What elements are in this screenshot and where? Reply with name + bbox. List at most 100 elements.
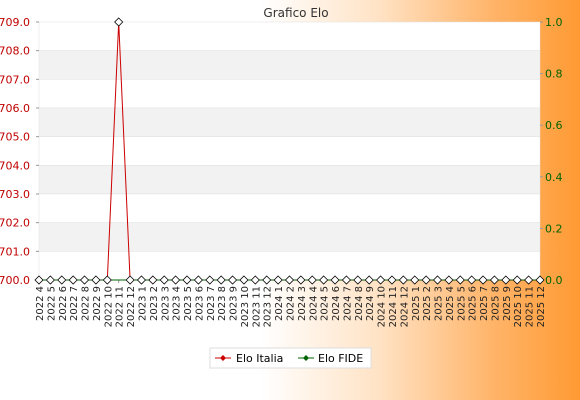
data-point-elo-italia xyxy=(136,275,147,285)
x-tick-label: 2023 1 xyxy=(137,286,148,321)
x-tick-label: 2024 4 xyxy=(308,286,319,321)
y-left-tick-label: 708.0 xyxy=(0,45,30,58)
data-point-elo-italia xyxy=(91,275,101,285)
data-point-elo-italia xyxy=(57,275,67,285)
y-right-tick-label: 0.4 xyxy=(545,171,563,184)
x-tick-label: 2023 11 xyxy=(251,286,262,327)
data-point-elo-italia xyxy=(228,275,238,285)
x-tick-label: 2024 8 xyxy=(354,286,365,321)
data-point-elo-italia xyxy=(535,275,545,285)
x-tick-label: 2024 3 xyxy=(297,286,308,321)
x-tick-label: 2022 9 xyxy=(92,286,103,321)
data-point-elo-italia xyxy=(319,275,329,285)
data-point-elo-italia xyxy=(193,275,203,285)
x-tick-label: 2023 3 xyxy=(160,286,171,321)
data-point-elo-italia xyxy=(262,275,272,285)
x-tick-label: 2025 4 xyxy=(445,286,456,321)
data-point-elo-italia xyxy=(501,275,511,285)
x-tick-label: 2022 6 xyxy=(58,286,69,321)
data-point-elo-italia xyxy=(478,275,488,285)
data-point-elo-italia xyxy=(330,275,340,285)
grid-band xyxy=(38,222,541,252)
grid-band xyxy=(38,165,541,195)
y-left-tick-label: 707.0 xyxy=(0,73,30,86)
legend-item-elo-italia: Elo Italia xyxy=(215,352,283,365)
data-point-elo-italia xyxy=(114,17,124,27)
x-tick-label: 2025 6 xyxy=(468,286,479,321)
x-tick-label: 2022 12 xyxy=(126,286,137,327)
x-tick-label: 2025 8 xyxy=(490,286,501,321)
chart-title: Grafico Elo xyxy=(263,6,328,20)
data-point-elo-italia xyxy=(171,275,181,285)
data-point-elo-italia xyxy=(444,275,454,285)
data-point-elo-italia xyxy=(421,275,431,285)
x-tick-label: 2024 2 xyxy=(286,286,297,321)
legend-label-elo-fide: Elo FIDE xyxy=(318,352,363,365)
x-tick-label: 2025 3 xyxy=(434,286,445,321)
data-point-elo-italia xyxy=(79,275,90,285)
legend-box xyxy=(209,347,372,369)
y-left-tick-label: 702.0 xyxy=(0,217,30,230)
x-tick-label: 2024 10 xyxy=(377,286,388,327)
grid-band xyxy=(38,136,541,166)
data-point-elo-italia xyxy=(398,275,408,285)
data-point-elo-italia xyxy=(159,275,169,285)
data-point-elo-italia xyxy=(341,275,351,285)
x-tick-label: 2023 4 xyxy=(172,286,183,321)
data-point-elo-italia xyxy=(512,275,522,285)
x-tick-label: 2025 9 xyxy=(502,286,513,321)
x-tick-label: 2023 7 xyxy=(206,286,217,321)
legend: Elo Italia Elo FIDE xyxy=(209,347,372,369)
x-tick-label: 2025 5 xyxy=(456,286,467,321)
x-tick-label: 2025 10 xyxy=(513,286,524,327)
data-point-elo-italia xyxy=(273,275,283,285)
plot-background-bands xyxy=(38,21,541,281)
y-left-tick-label: 705.0 xyxy=(0,131,30,144)
x-tick-label: 2022 5 xyxy=(46,286,57,321)
legend-label-elo-italia: Elo Italia xyxy=(236,352,283,365)
x-tick-label: 2024 5 xyxy=(320,286,331,321)
data-point-elo-italia xyxy=(205,275,215,285)
x-tick-label: 2022 4 xyxy=(35,286,46,321)
x-tick-label: 2023 2 xyxy=(149,286,160,321)
x-tick-label: 2025 7 xyxy=(479,286,490,321)
x-tick-label: 2023 5 xyxy=(183,286,194,321)
y-left-tick-label: 701.0 xyxy=(0,245,30,258)
data-point-elo-italia xyxy=(284,275,295,285)
x-tick-label: 2024 1 xyxy=(274,286,285,321)
grid-band xyxy=(38,79,541,109)
y-left-tick-label: 700.0 xyxy=(0,274,30,287)
x-tick-label: 2022 10 xyxy=(103,286,114,327)
x-tick-label: 2023 10 xyxy=(240,286,251,327)
x-tick-label: 2022 7 xyxy=(69,286,80,321)
x-tick-label: 2022 8 xyxy=(81,286,92,321)
y-left-tick-label: 703.0 xyxy=(0,188,30,201)
data-point-elo-italia xyxy=(307,275,317,285)
x-axis: 2022 4 2022 5 2022 6 2022 7 2022 8 2022 9 2022… xyxy=(35,280,547,327)
data-point-elo-italia xyxy=(524,275,534,285)
data-point-elo-italia xyxy=(296,275,306,285)
data-point-elo-italia xyxy=(410,275,420,285)
data-point-elo-italia xyxy=(102,275,112,285)
y-right-tick-label: 0.2 xyxy=(545,222,563,235)
y-left-tick-label: 704.0 xyxy=(0,159,30,172)
x-tick-label: 2024 7 xyxy=(342,286,353,321)
series-lines xyxy=(34,17,545,285)
grid-band xyxy=(38,21,541,51)
x-tick-label: 2023 8 xyxy=(217,286,228,321)
data-point-elo-italia xyxy=(68,275,78,285)
y-axis-left: 700.0 701.0 702.0 703.0 704.0 705.0 706.0 707.0… xyxy=(0,16,39,287)
y-axis-right: 0.0 0.2 0.4 0.6 0.8 1.0 xyxy=(540,16,563,287)
y-right-tick-label: 1.0 xyxy=(545,16,563,29)
x-tick-label: 2025 2 xyxy=(422,286,433,321)
data-point-elo-italia xyxy=(364,275,374,285)
x-tick-label: 2024 11 xyxy=(388,286,399,327)
x-tick-label: 2023 6 xyxy=(194,286,205,321)
y-right-tick-label: 0.8 xyxy=(545,68,563,81)
data-point-elo-italia xyxy=(45,275,55,285)
x-tick-label: 2024 9 xyxy=(365,286,376,321)
legend-marker-elo-fide xyxy=(303,355,309,361)
data-point-elo-italia xyxy=(387,275,397,285)
